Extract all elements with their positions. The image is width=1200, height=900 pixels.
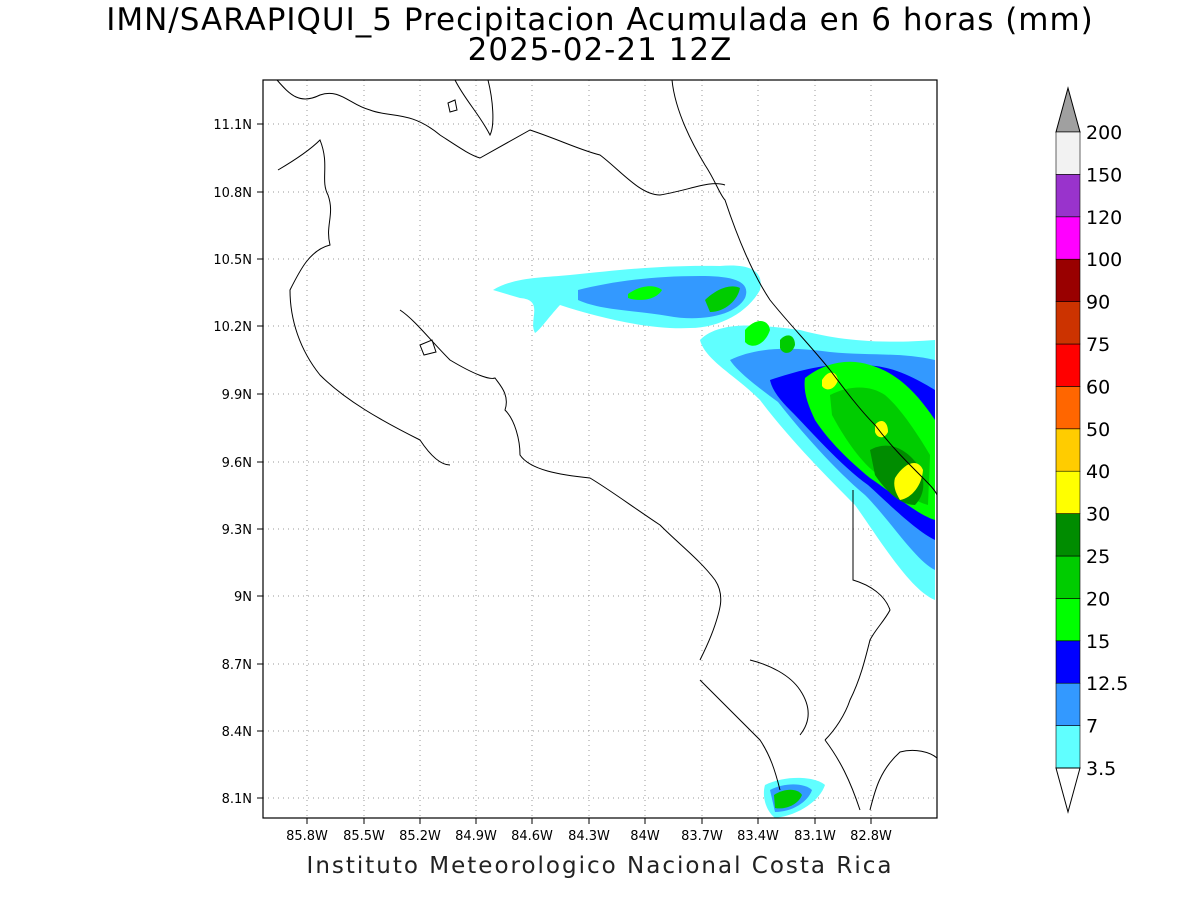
institution-credit: Instituto Meteorologico Nacional Costa R… [306, 853, 894, 879]
colorbar-level-label: 60 [1086, 376, 1110, 398]
guanacaste-coast [277, 139, 451, 466]
colorbar-level-label: 20 [1086, 588, 1110, 610]
colorbar-min-triangle [1055, 767, 1081, 814]
colorbar-segment [1055, 470, 1081, 514]
colorbar-segment [1055, 682, 1081, 726]
colorbar-segment [1055, 174, 1081, 218]
precip-band-north-green [628, 286, 662, 300]
lake-nicaragua-shore [454, 79, 494, 137]
precipitation-field [493, 265, 935, 818]
panama-border [824, 490, 891, 741]
y-tick-label: 11.1N [213, 118, 252, 133]
map-grid [263, 80, 937, 818]
x-tick-label: 85.8W [286, 829, 328, 844]
chart-subtitle-datetime: 2025-02-21 12Z [467, 32, 733, 68]
y-tick-label: 8.7N [222, 658, 252, 673]
colorbar-level-label: 120 [1086, 207, 1122, 229]
colorbar-segment [1055, 343, 1081, 387]
colorbar-level-label: 90 [1086, 292, 1110, 314]
y-tick-label: 8.1N [222, 792, 252, 807]
precip-swath-yellow2 [822, 372, 838, 390]
x-tick-label: 85.2W [399, 829, 441, 844]
chart-title: IMN/SARAPIQUI_5 Precipitacion Acumulada … [106, 2, 1094, 38]
caribbean-coast [671, 79, 938, 496]
x-tick-label: 84.9W [455, 829, 497, 844]
x-tick-label: 83.7W [681, 829, 723, 844]
colorbar-segment [1055, 513, 1081, 557]
colorbar-level-label: 25 [1086, 546, 1110, 568]
y-tick-label: 9N [234, 590, 252, 605]
map-frame [262, 79, 938, 819]
y-tick-label: 10.8N [213, 186, 252, 201]
precip-swath-yellow3 [875, 420, 888, 438]
colorbar-segment [1055, 301, 1081, 345]
colorbar-segment [1055, 258, 1081, 302]
precip-band-north-mid [578, 276, 747, 319]
coastline [276, 79, 938, 811]
colorbar-segment [1055, 131, 1081, 175]
x-tick-label: 83.1W [794, 829, 836, 844]
nicoya-gulf-coast [399, 309, 722, 661]
precip-swath-green3 [745, 321, 770, 346]
latitude-tick-labels: 11.1N 10.8N 10.5N 10.2N 9.9N 9.6N 9.3N 9N 8.7N 8.… [213, 118, 263, 807]
x-tick-label: 83.4W [737, 829, 779, 844]
nicaragua-pacific-coast [276, 79, 726, 196]
colorbar-level-label: 75 [1086, 334, 1110, 356]
y-tick-label: 8.4N [222, 725, 252, 740]
colorbar-segment [1055, 428, 1081, 472]
colorbar-level-label: 150 [1086, 164, 1122, 186]
precip-swath-yellow [894, 463, 923, 500]
colorbar-segment [1055, 640, 1081, 684]
x-tick-label: 85.5W [343, 829, 385, 844]
colorbar-level-label: 3.5 [1086, 758, 1116, 780]
colorbar-level-label: 50 [1086, 419, 1110, 441]
colorbar-segment [1055, 598, 1081, 642]
colorbar-segment [1055, 555, 1081, 599]
colorbar-segment [1055, 386, 1081, 430]
colorbar-level-label: 100 [1086, 249, 1122, 271]
y-tick-label: 9.9N [222, 388, 252, 403]
precip-swath-green4 [780, 335, 795, 353]
longitude-tick-labels: 85.8W 85.5W 85.2W 84.9W 84.6W 84.3W 84W 83.7W 83… [286, 818, 892, 844]
colorbar-segment [1055, 725, 1081, 769]
colorbar-level-label: 200 [1086, 122, 1122, 144]
x-tick-label: 84.3W [568, 829, 610, 844]
precip-south-green [774, 789, 802, 809]
colorbar-level-label: 30 [1086, 504, 1110, 526]
colorbar-level-label: 12.5 [1086, 673, 1128, 695]
precip-band-north-green2 [705, 286, 740, 312]
osa-peninsula [699, 659, 809, 791]
colorbar-segment [1055, 216, 1081, 260]
nicoya-inner [419, 339, 437, 356]
y-tick-label: 10.2N [213, 320, 252, 335]
colorbar-level-label: 15 [1086, 631, 1110, 653]
x-tick-label: 84W [630, 829, 660, 844]
island-small [447, 99, 458, 113]
y-tick-label: 10.5N [213, 253, 252, 268]
x-tick-label: 84.6W [511, 829, 553, 844]
y-tick-label: 9.3N [222, 523, 252, 538]
panama-south-coast [824, 739, 938, 811]
colorbar-max-triangle [1055, 86, 1081, 133]
colorbar-level-label: 40 [1086, 461, 1110, 483]
y-tick-label: 9.6N [222, 456, 252, 471]
x-tick-label: 82.8W [850, 829, 892, 844]
colorbar-level-label: 7 [1086, 716, 1098, 738]
precipitation-colorbar: 3.5 7 12.5 15 20 25 30 40 50 60 75 90 100 120 150 200 [1055, 86, 1128, 814]
